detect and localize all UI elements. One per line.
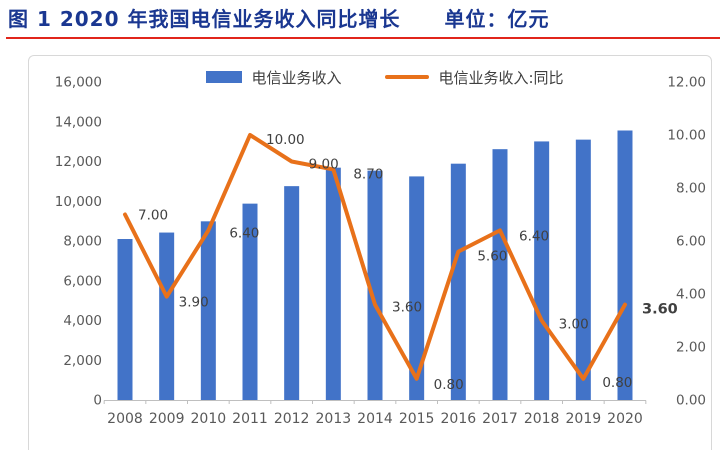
chart-legend: 电信业务收入 电信业务收入:同比 — [28, 64, 712, 90]
chart-card — [28, 55, 712, 450]
line-swatch-icon — [385, 75, 430, 79]
title-divider — [6, 37, 720, 39]
figure-title-text: 图 1 2020 年我国电信业务收入同比增长 — [8, 7, 401, 31]
figure-title: 图 1 2020 年我国电信业务收入同比增长 单位：亿元 — [8, 3, 549, 32]
bar-swatch-icon — [206, 71, 243, 83]
legend-item-revenue: 电信业务收入 — [206, 67, 341, 88]
figure-unit-label: 单位：亿元 — [444, 7, 550, 31]
legend-label-revenue: 电信业务收入 — [251, 68, 342, 87]
legend-item-yoy: 电信业务收入:同比 — [385, 67, 564, 88]
legend-label-yoy: 电信业务收入:同比 — [438, 68, 564, 87]
